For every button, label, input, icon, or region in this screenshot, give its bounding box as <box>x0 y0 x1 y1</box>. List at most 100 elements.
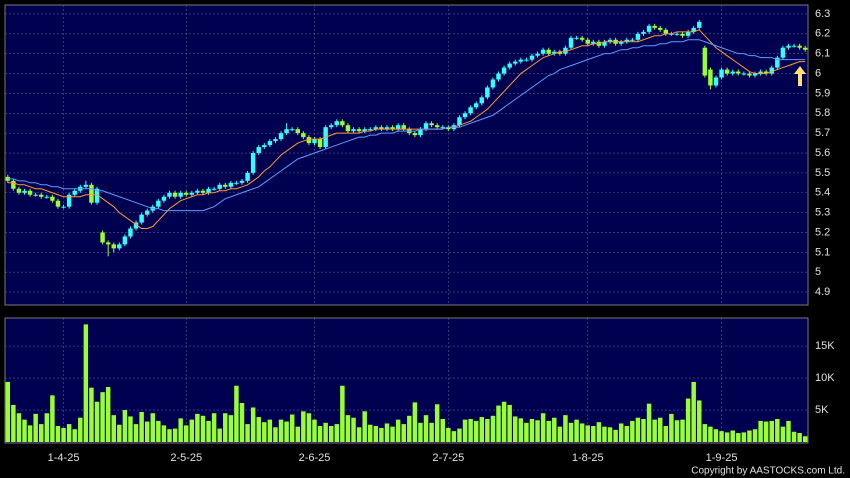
candle-body <box>27 190 33 195</box>
candle-body <box>780 47 786 58</box>
candle-body <box>446 127 451 130</box>
volume-bar <box>702 424 708 442</box>
candle-body <box>273 139 278 142</box>
candle-body <box>624 39 629 42</box>
candle-body <box>429 123 434 126</box>
volume-bar <box>518 418 524 442</box>
volume-bar <box>607 427 613 442</box>
candle-body <box>111 244 116 249</box>
candle-body <box>468 107 473 114</box>
volume-bar <box>473 420 479 442</box>
volume-bar <box>680 419 685 442</box>
volume-bar <box>228 415 234 442</box>
candle-body <box>462 113 468 118</box>
candle-body <box>741 73 747 75</box>
volume-bar <box>646 403 652 442</box>
y-tick-label: 5.3 <box>815 207 830 219</box>
volume-bar <box>685 398 691 442</box>
candle-body <box>44 196 50 198</box>
volume-bar <box>278 419 284 442</box>
candle-body <box>33 194 38 196</box>
volume-bar <box>72 429 77 442</box>
volume-bar <box>730 430 735 442</box>
y-tick-label: 6.2 <box>815 28 830 40</box>
volume-bar <box>557 426 563 442</box>
y-tick-label: 10K <box>815 372 835 384</box>
candle-body <box>256 147 261 154</box>
volume-bar <box>418 422 423 442</box>
candle-body <box>786 45 791 48</box>
x-tick-label: 1-4-25 <box>48 452 80 464</box>
volume-bar <box>741 432 747 442</box>
candle-body <box>674 33 680 35</box>
volume-bar <box>630 420 635 442</box>
candle-body <box>195 190 200 193</box>
volume-bar <box>323 422 328 442</box>
candle-body <box>334 121 340 126</box>
candle-body <box>356 129 362 132</box>
y-tick-label: 4.9 <box>815 286 830 298</box>
candle-body <box>178 192 183 197</box>
volume-bar <box>780 426 786 442</box>
candle-body <box>546 49 551 54</box>
volume-bar <box>485 418 490 442</box>
volume-bar <box>440 418 445 442</box>
candle-body <box>234 182 239 184</box>
volume-bar <box>802 436 808 442</box>
volume-bar <box>273 427 278 442</box>
arrow-icon <box>794 66 806 86</box>
candle-body <box>507 63 512 68</box>
volume-bar <box>507 404 512 442</box>
candle-body <box>239 180 245 183</box>
moving-average-line <box>7 39 806 212</box>
volume-bar <box>234 385 239 442</box>
volume-bar <box>356 427 362 442</box>
candle-body <box>657 27 663 30</box>
price-panel <box>4 4 809 306</box>
candle-body <box>529 55 535 60</box>
volume-bar <box>468 418 473 442</box>
y-tick-label: 5.4 <box>815 187 830 199</box>
candle-body <box>641 31 646 34</box>
volume-bar <box>652 419 657 442</box>
candle-body <box>89 184 94 203</box>
y-tick-label: 15K <box>815 340 835 352</box>
candle-body <box>724 69 730 74</box>
candle-body <box>83 184 89 187</box>
candle-body <box>61 206 66 208</box>
volume-bar <box>256 417 261 442</box>
volume-bar <box>736 433 741 442</box>
volume-bar <box>663 426 669 442</box>
volume-bar <box>33 413 38 442</box>
volume-bar <box>669 413 674 442</box>
candle-body <box>384 127 390 130</box>
y-tick-label: 6.3 <box>815 8 830 20</box>
candle-body <box>267 141 273 146</box>
volume-bar <box>133 424 139 442</box>
y-tick-label: 5.5 <box>815 167 830 179</box>
candle-body <box>769 67 774 74</box>
volume-bar <box>167 429 172 442</box>
candle-body <box>373 127 379 130</box>
candle-body <box>618 41 624 44</box>
candle-body <box>591 41 596 44</box>
candle-body <box>156 200 161 207</box>
volume-bar <box>574 419 579 442</box>
candle-body <box>563 47 568 54</box>
candle-body <box>747 73 752 76</box>
candle-body <box>730 71 735 74</box>
candle-body <box>524 59 529 61</box>
x-tick-label: 1-9-25 <box>706 452 738 464</box>
candle-body <box>685 31 691 36</box>
candle-body <box>312 139 317 144</box>
volume-bar <box>161 425 167 442</box>
candle-body <box>652 25 657 28</box>
x-tick-label: 2-7-25 <box>432 452 464 464</box>
volume-bar <box>128 416 133 442</box>
candle-body <box>189 192 195 195</box>
candle-body <box>691 27 696 32</box>
volume-bar <box>362 411 367 442</box>
candle-body <box>752 73 758 76</box>
candle-body <box>100 232 105 243</box>
volume-bar <box>50 395 55 442</box>
